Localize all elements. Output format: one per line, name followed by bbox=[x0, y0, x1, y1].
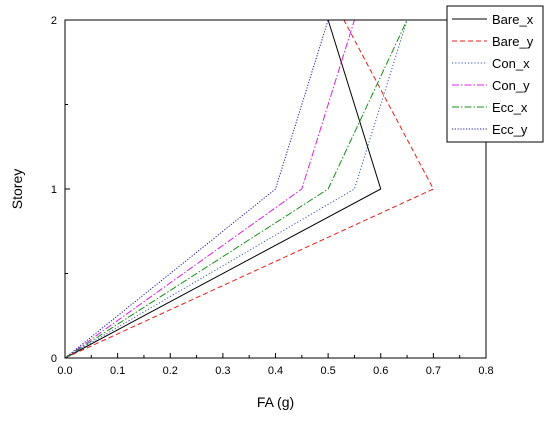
y-tick-label: 2 bbox=[51, 15, 57, 27]
x-tick-label: 0.1 bbox=[110, 365, 125, 377]
series-line-con-y bbox=[64, 19, 355, 359]
x-tick-label: 0.3 bbox=[215, 365, 230, 377]
legend-box bbox=[446, 5, 544, 143]
series-line-ecc-x bbox=[64, 19, 408, 359]
x-axis-title: FA (g) bbox=[257, 394, 294, 410]
series-line-ecc-y bbox=[64, 19, 329, 359]
legend-label: Ecc_x bbox=[492, 100, 528, 115]
y-tick-label: 1 bbox=[51, 184, 57, 196]
x-tick-label: 0.5 bbox=[320, 365, 335, 377]
legend-label: Con_x bbox=[492, 56, 530, 71]
legend-label: Con_y bbox=[492, 78, 530, 93]
x-tick-label: 0.7 bbox=[426, 365, 441, 377]
y-axis-ticks: 0 1 2 bbox=[51, 15, 70, 365]
x-axis-ticks: 0.0 0.1 0.2 0.3 0.4 0.5 0.6 0.7 0.8 bbox=[57, 353, 494, 377]
y-axis-title: Storey bbox=[9, 169, 25, 209]
series-line-bare-x bbox=[64, 19, 382, 359]
y-tick-label: 0 bbox=[51, 353, 57, 365]
legend-label: Bare_x bbox=[492, 12, 534, 27]
legend: Bare_x Bare_y Con_x Con_y Ecc_x Ecc_y bbox=[446, 5, 544, 143]
series-line-con-x bbox=[64, 19, 408, 359]
legend-label: Ecc_y bbox=[492, 122, 528, 137]
x-tick-label: 0.8 bbox=[478, 365, 493, 377]
series-group bbox=[64, 19, 435, 359]
x-tick-label: 0.2 bbox=[163, 365, 178, 377]
series-line-bare-y bbox=[64, 19, 435, 359]
legend-label: Bare_y bbox=[492, 34, 534, 49]
x-tick-label: 0.4 bbox=[268, 365, 283, 377]
x-tick-label: 0.0 bbox=[57, 365, 72, 377]
x-tick-label: 0.6 bbox=[373, 365, 388, 377]
